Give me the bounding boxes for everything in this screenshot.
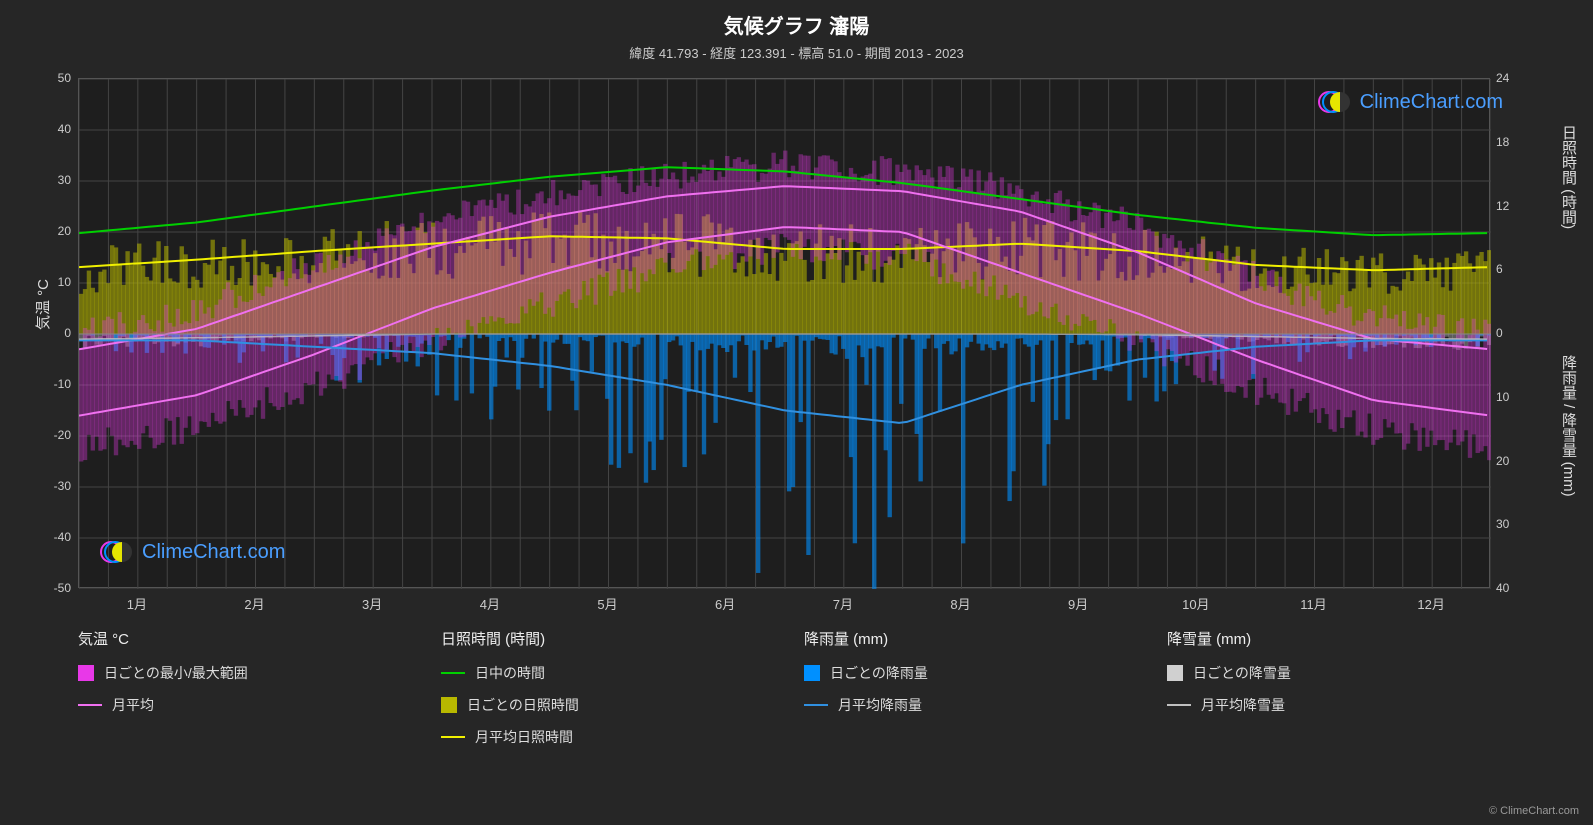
legend-items: 日ごとの降雪量月平均降雪量	[1167, 663, 1490, 715]
watermark-text: ClimeChart.com	[142, 541, 285, 564]
y-tick-right: 18	[1496, 135, 1509, 149]
x-tick: 3月	[362, 594, 382, 613]
legend-label: 日ごとの降雨量	[830, 663, 928, 683]
plot-svg	[79, 79, 1491, 589]
legend-col-temp: 気温 °C 日ごとの最小/最大範囲月平均	[78, 628, 401, 759]
legend-item: 月平均日照時間	[441, 727, 764, 747]
y-tick-left: 50	[31, 71, 71, 85]
legend-label: 月平均降雪量	[1201, 695, 1285, 715]
y-tick-right: 12	[1496, 199, 1509, 213]
legend-col-sunshine: 日照時間 (時間) 日中の時間日ごとの日照時間月平均日照時間	[441, 628, 764, 759]
climechart-logo-icon	[1318, 90, 1354, 114]
y-tick-left: -10	[31, 377, 71, 391]
legend-title: 気温 °C	[78, 628, 401, 649]
x-tick: 6月	[715, 594, 735, 613]
y-tick-left: -40	[31, 530, 71, 544]
chart-subtitle: 緯度 41.793 - 経度 123.391 - 標高 51.0 - 期間 20…	[0, 39, 1593, 62]
legend-items: 日ごとの最小/最大範囲月平均	[78, 663, 401, 715]
y-tick-left: 20	[31, 224, 71, 238]
legend-col-snow: 降雪量 (mm) 日ごとの降雪量月平均降雪量	[1167, 628, 1490, 759]
legend-label: 月平均降雨量	[838, 695, 922, 715]
y-axis-right-bottom-label: 降雨量 / 降雪量 (mm)	[1558, 355, 1579, 497]
legend-swatch	[1167, 665, 1183, 681]
legend-item: 日ごとの降雨量	[804, 663, 1127, 683]
x-tick: 2月	[244, 594, 264, 613]
y-tick-left: 0	[31, 326, 71, 340]
legend-label: 日ごとの最小/最大範囲	[104, 663, 248, 683]
x-tick: 5月	[597, 594, 617, 613]
legend: 気温 °C 日ごとの最小/最大範囲月平均 日照時間 (時間) 日中の時間日ごとの…	[78, 628, 1490, 759]
legend-col-rain: 降雨量 (mm) 日ごとの降雨量月平均降雨量	[804, 628, 1127, 759]
legend-swatch	[441, 736, 465, 738]
climechart-logo-icon	[100, 540, 136, 564]
legend-item: 日ごとの最小/最大範囲	[78, 663, 401, 683]
x-tick: 9月	[1068, 594, 1088, 613]
legend-label: 日ごとの日照時間	[467, 695, 579, 715]
legend-item: 月平均降雨量	[804, 695, 1127, 715]
legend-swatch	[804, 665, 820, 681]
legend-items: 日中の時間日ごとの日照時間月平均日照時間	[441, 663, 764, 747]
y-tick-right: 24	[1496, 71, 1509, 85]
y-tick-right: 0	[1496, 326, 1503, 340]
plot-area	[78, 78, 1490, 588]
watermark-top: ClimeChart.com	[1318, 90, 1503, 114]
x-tick: 4月	[480, 594, 500, 613]
legend-item: 日中の時間	[441, 663, 764, 683]
y-tick-right: 6	[1496, 262, 1503, 276]
legend-swatch	[804, 704, 828, 706]
x-tick: 8月	[950, 594, 970, 613]
y-tick-left: -30	[31, 479, 71, 493]
legend-swatch	[78, 704, 102, 706]
x-tick: 12月	[1417, 594, 1444, 613]
y-tick-left: 30	[31, 173, 71, 187]
chart-area	[78, 78, 1490, 588]
legend-item: 日ごとの日照時間	[441, 695, 764, 715]
legend-label: 月平均	[112, 695, 154, 715]
legend-swatch	[441, 697, 457, 713]
legend-label: 月平均日照時間	[475, 727, 573, 747]
y-tick-left: -20	[31, 428, 71, 442]
y-tick-right: 10	[1496, 390, 1509, 404]
legend-item: 月平均	[78, 695, 401, 715]
legend-title: 日照時間 (時間)	[441, 628, 764, 649]
y-tick-right: 40	[1496, 581, 1509, 595]
y-tick-left: -50	[31, 581, 71, 595]
legend-item: 日ごとの降雪量	[1167, 663, 1490, 683]
chart-title: 気候グラフ 瀋陽	[0, 0, 1593, 39]
x-tick: 7月	[833, 594, 853, 613]
legend-label: 日ごとの降雪量	[1193, 663, 1291, 683]
y-tick-right: 20	[1496, 454, 1509, 468]
y-axis-right-top-label: 日照時間 (時間)	[1558, 125, 1579, 229]
legend-title: 降雨量 (mm)	[804, 628, 1127, 649]
legend-items: 日ごとの降雨量月平均降雨量	[804, 663, 1127, 715]
watermark-bottom: ClimeChart.com	[100, 540, 285, 564]
y-tick-left: 40	[31, 122, 71, 136]
watermark-text: ClimeChart.com	[1360, 91, 1503, 114]
credit: © ClimeChart.com	[1489, 805, 1579, 817]
legend-item: 月平均降雪量	[1167, 695, 1490, 715]
legend-title: 降雪量 (mm)	[1167, 628, 1490, 649]
x-tick: 10月	[1182, 594, 1209, 613]
legend-swatch	[441, 672, 465, 674]
legend-label: 日中の時間	[475, 663, 545, 683]
x-tick: 11月	[1300, 594, 1327, 613]
x-tick: 1月	[127, 594, 147, 613]
legend-swatch	[78, 665, 94, 681]
y-tick-left: 10	[31, 275, 71, 289]
legend-swatch	[1167, 704, 1191, 706]
y-tick-right: 30	[1496, 517, 1509, 531]
